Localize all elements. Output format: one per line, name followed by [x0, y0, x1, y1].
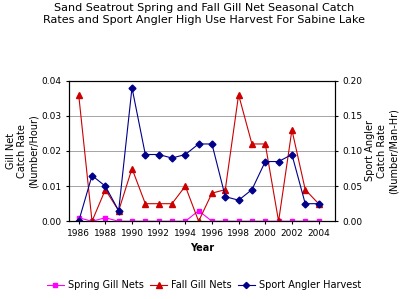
- Y-axis label: Sport Angler
Catch Rate
(Number/Man-Hr): Sport Angler Catch Rate (Number/Man-Hr): [365, 108, 398, 194]
- Text: Sand Seatrout Spring and Fall Gill Net Seasonal Catch
Rates and Sport Angler Hig: Sand Seatrout Spring and Fall Gill Net S…: [43, 3, 365, 25]
- Sport Angler Harvest: [249, 188, 254, 191]
- Sport Angler Harvest: [183, 153, 188, 156]
- Spring Gill Nets: [183, 219, 188, 223]
- Spring Gill Nets: [196, 209, 201, 213]
- Spring Gill Nets: [289, 219, 294, 223]
- Sport Angler Harvest: [236, 199, 241, 202]
- Fall Gill Nets: [156, 202, 161, 205]
- Sport Angler Harvest: [196, 142, 201, 146]
- Sport Angler Harvest: [209, 142, 214, 146]
- Fall Gill Nets: [183, 184, 188, 188]
- Fall Gill Nets: [223, 188, 228, 191]
- Spring Gill Nets: [223, 219, 228, 223]
- Fall Gill Nets: [289, 128, 294, 132]
- Fall Gill Nets: [276, 219, 281, 223]
- Spring Gill Nets: [263, 219, 268, 223]
- Line: Spring Gill Nets: Spring Gill Nets: [76, 208, 321, 224]
- X-axis label: Year: Year: [190, 243, 214, 254]
- Sport Angler Harvest: [170, 156, 175, 160]
- Sport Angler Harvest: [130, 86, 135, 90]
- Sport Angler Harvest: [103, 184, 108, 188]
- Fall Gill Nets: [103, 188, 108, 191]
- Spring Gill Nets: [90, 219, 95, 223]
- Spring Gill Nets: [276, 219, 281, 223]
- Sport Angler Harvest: [263, 160, 268, 163]
- Sport Angler Harvest: [276, 160, 281, 163]
- Sport Angler Harvest: [156, 153, 161, 156]
- Spring Gill Nets: [209, 219, 214, 223]
- Line: Sport Angler Harvest: Sport Angler Harvest: [76, 85, 321, 224]
- Line: Fall Gill Nets: Fall Gill Nets: [75, 92, 322, 224]
- Sport Angler Harvest: [116, 209, 121, 213]
- Spring Gill Nets: [249, 219, 254, 223]
- Fall Gill Nets: [316, 202, 321, 205]
- Fall Gill Nets: [249, 142, 254, 146]
- Sport Angler Harvest: [90, 174, 95, 177]
- Spring Gill Nets: [170, 219, 175, 223]
- Fall Gill Nets: [263, 142, 268, 146]
- Sport Angler Harvest: [303, 202, 308, 205]
- Fall Gill Nets: [303, 188, 308, 191]
- Fall Gill Nets: [236, 93, 241, 97]
- Legend: Spring Gill Nets, Fall Gill Nets, Sport Angler Harvest: Spring Gill Nets, Fall Gill Nets, Sport …: [43, 276, 365, 294]
- Spring Gill Nets: [303, 219, 308, 223]
- Fall Gill Nets: [116, 209, 121, 213]
- Sport Angler Harvest: [143, 153, 148, 156]
- Sport Angler Harvest: [76, 219, 81, 223]
- Fall Gill Nets: [196, 219, 201, 223]
- Spring Gill Nets: [103, 216, 108, 219]
- Sport Angler Harvest: [289, 153, 294, 156]
- Spring Gill Nets: [316, 219, 321, 223]
- Y-axis label: Gill Net
Catch Rate
(Number/Hour): Gill Net Catch Rate (Number/Hour): [6, 114, 39, 188]
- Fall Gill Nets: [170, 202, 175, 205]
- Spring Gill Nets: [130, 219, 135, 223]
- Fall Gill Nets: [130, 167, 135, 170]
- Fall Gill Nets: [76, 93, 81, 97]
- Sport Angler Harvest: [223, 195, 228, 199]
- Sport Angler Harvest: [316, 202, 321, 205]
- Spring Gill Nets: [76, 216, 81, 219]
- Fall Gill Nets: [143, 202, 148, 205]
- Spring Gill Nets: [116, 219, 121, 223]
- Spring Gill Nets: [143, 219, 148, 223]
- Fall Gill Nets: [209, 191, 214, 195]
- Spring Gill Nets: [236, 219, 241, 223]
- Spring Gill Nets: [156, 219, 161, 223]
- Fall Gill Nets: [90, 219, 95, 223]
